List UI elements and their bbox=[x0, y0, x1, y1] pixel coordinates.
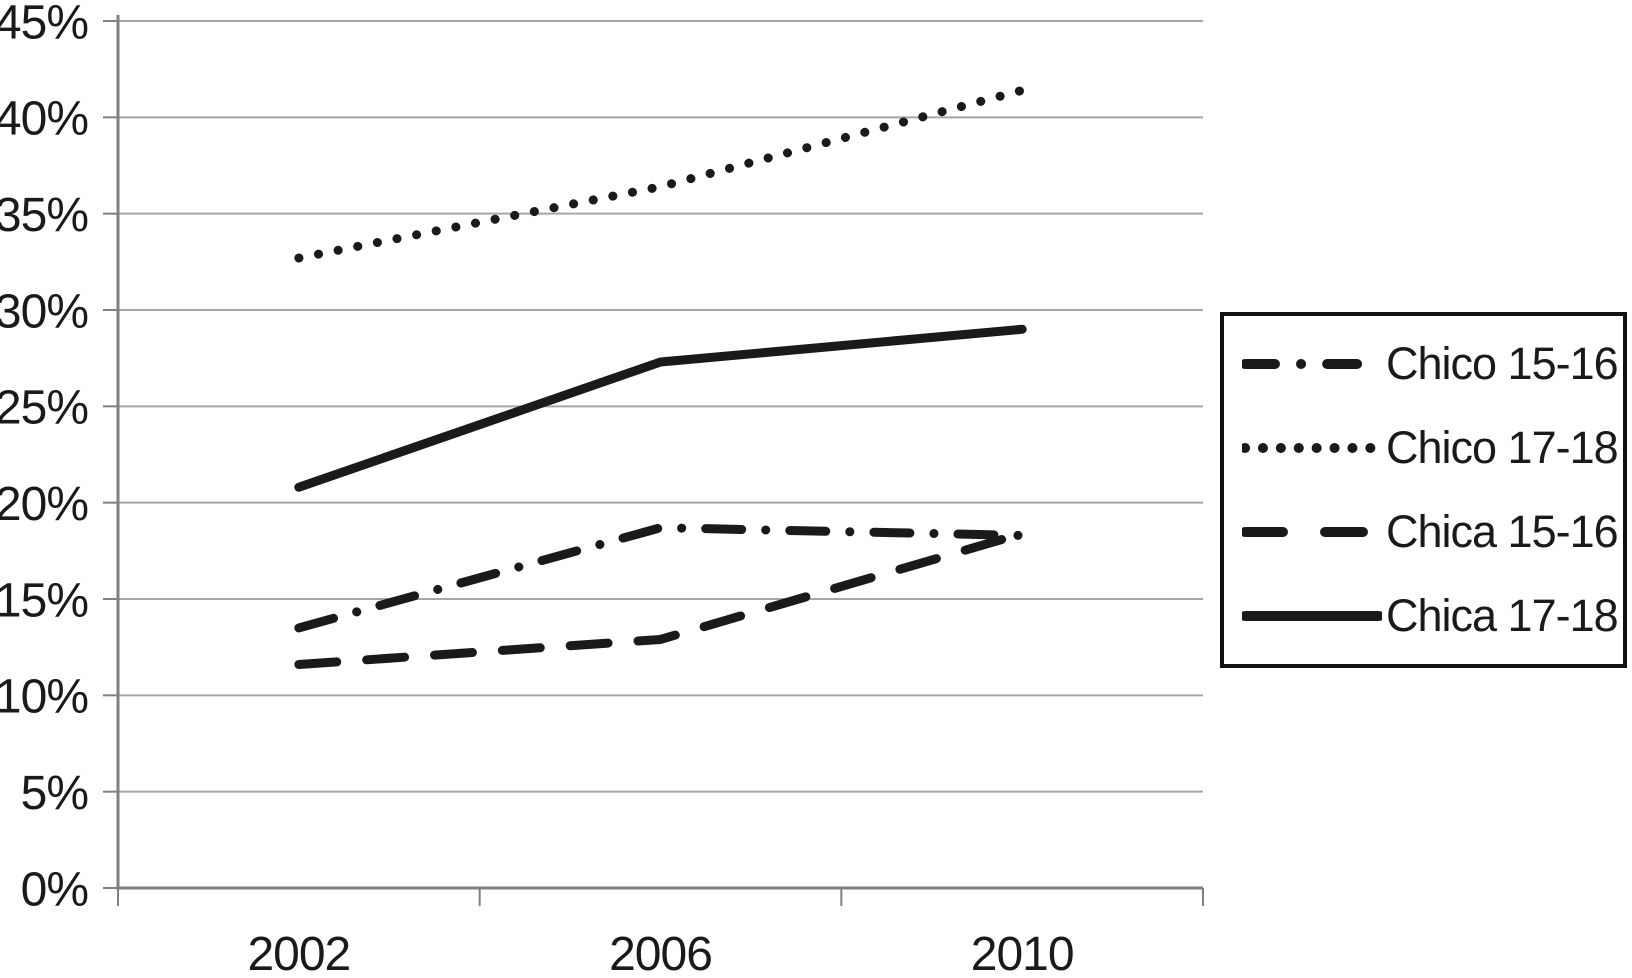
chart-legend: Chico 15-16 Chico 17-18 Chica 15-16 Chic… bbox=[1220, 312, 1627, 668]
y-axis-label: 5% bbox=[21, 767, 88, 820]
series-line-chica-17-18 bbox=[294, 324, 1027, 492]
legend-item-label: Chico 15-16 bbox=[1386, 338, 1619, 389]
y-axis-label: 20% bbox=[0, 478, 88, 531]
legend-item: Chica 17-18 bbox=[1224, 590, 1623, 642]
legend-item-label: Chica 17-18 bbox=[1386, 590, 1619, 641]
legend-item: Chica 15-16 bbox=[1224, 506, 1623, 558]
y-axis-label: 35% bbox=[0, 189, 88, 242]
series-line-chico-15-16 bbox=[294, 523, 1027, 633]
legend-item-label: Chica 15-16 bbox=[1386, 506, 1619, 557]
legend-sample-dashed-icon bbox=[1242, 527, 1382, 537]
legend-item-label: Chico 17-18 bbox=[1386, 422, 1619, 473]
y-axis-label: 15% bbox=[0, 574, 88, 627]
series-line-chico-17-18 bbox=[294, 85, 1027, 263]
legend-sample-solid-icon bbox=[1242, 611, 1382, 621]
legend-sample-dotted-icon bbox=[1242, 443, 1382, 453]
legend-item: Chico 17-18 bbox=[1224, 422, 1623, 474]
y-axis-label: 30% bbox=[0, 285, 88, 338]
x-axis-label: 2006 bbox=[609, 928, 712, 978]
y-axis-label: 40% bbox=[0, 93, 88, 146]
series-line-chica-15-16 bbox=[294, 528, 1027, 670]
legend-item: Chico 15-16 bbox=[1224, 338, 1623, 390]
x-axis-label: 2002 bbox=[247, 928, 350, 978]
y-axis-label: 45% bbox=[0, 0, 88, 49]
y-axis-label: 10% bbox=[0, 671, 88, 724]
x-axis-label: 2010 bbox=[971, 928, 1074, 978]
y-axis-label: 25% bbox=[0, 382, 88, 435]
y-axis-label: 0% bbox=[21, 863, 88, 916]
legend-sample-dashdot-icon bbox=[1242, 359, 1382, 369]
